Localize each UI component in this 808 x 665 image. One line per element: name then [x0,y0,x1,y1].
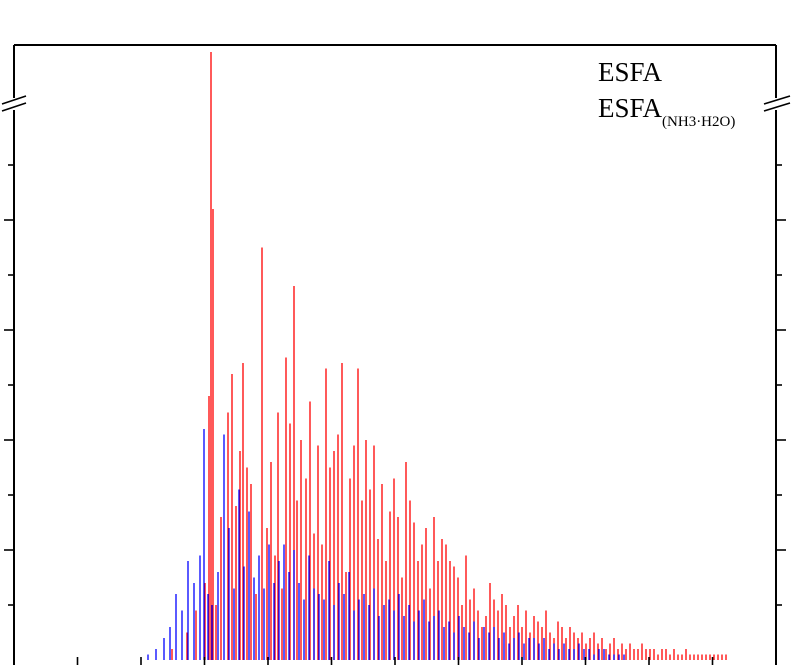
y-axis-ticks [4,164,786,606]
axis-break-left [1,95,27,112]
legend: ESFA ESFA(NH3·H2O) [598,57,735,130]
series-red-bars [171,52,727,660]
legend-entry-1: ESFA [598,57,663,87]
axis-break-right [763,95,791,112]
x-axis-ticks [13,657,777,665]
legend-entry-2: ESFA(NH3·H2O) [598,93,735,130]
series-blue-bars [147,429,625,660]
legend-entry-2-subscript: (NH3·H2O) [662,114,735,130]
